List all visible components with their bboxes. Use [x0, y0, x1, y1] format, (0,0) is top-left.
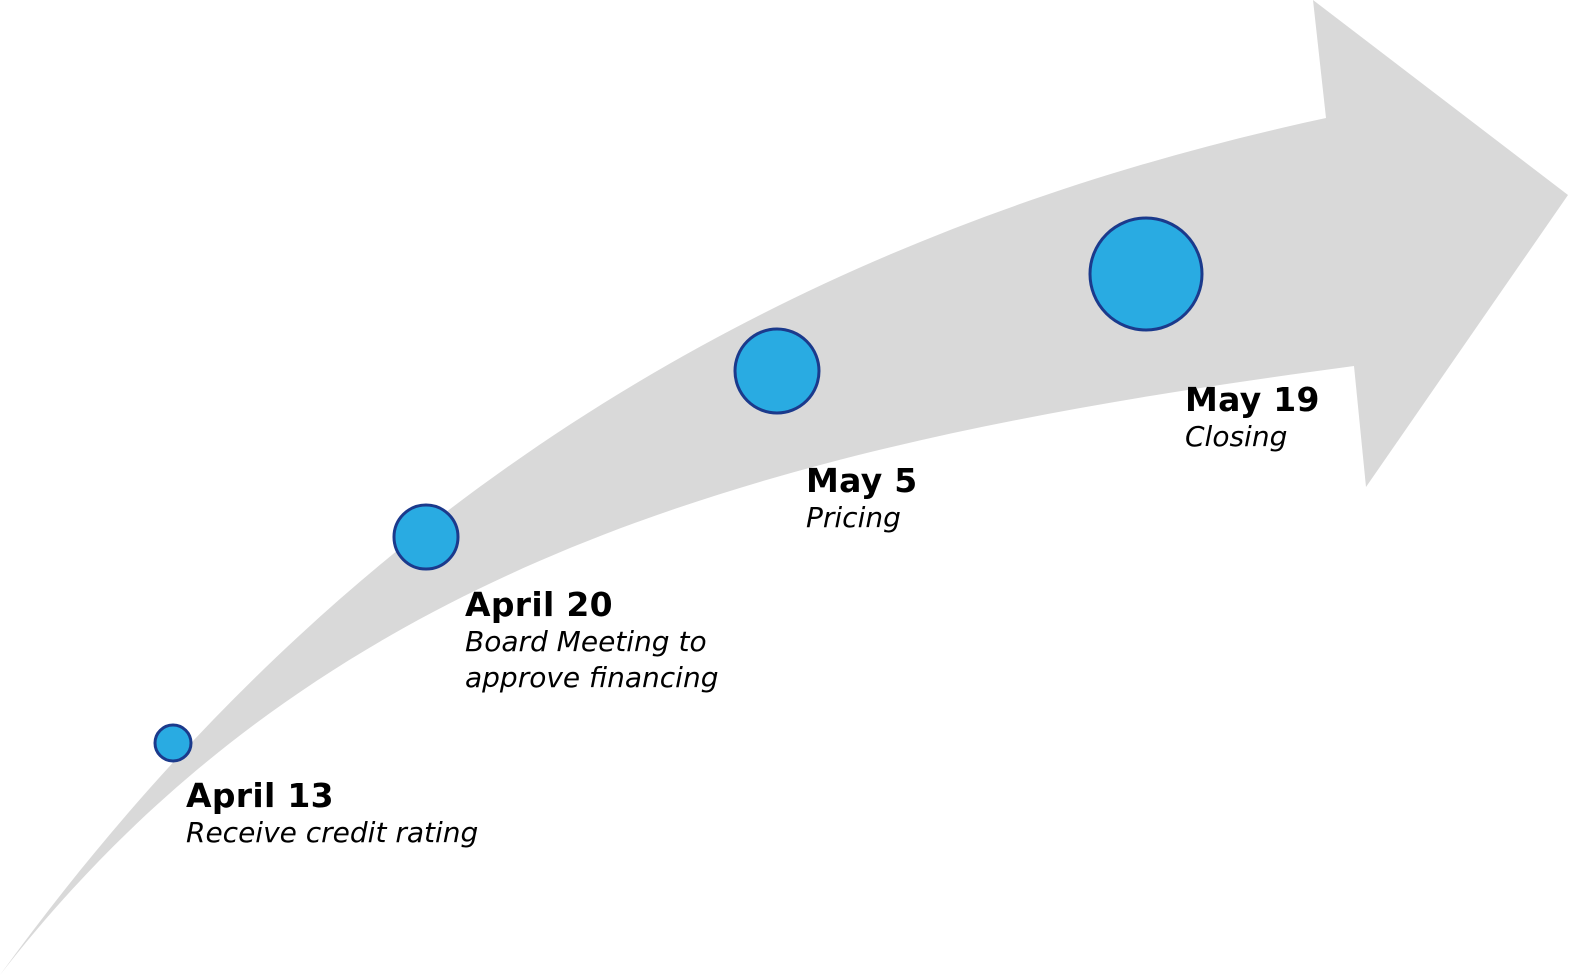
milestone-description: Receive credit rating	[186, 816, 479, 849]
milestone-date: May 19	[1185, 380, 1320, 419]
milestone-description: Pricing	[806, 501, 901, 534]
milestone-april-13: April 13 Receive credit rating	[186, 777, 478, 851]
milestone-marker-may-19	[1088, 216, 1204, 332]
milestone-marker-may-5	[733, 327, 821, 415]
milestone-may-19: May 19 Closing	[1185, 381, 1320, 455]
milestone-date: April 13	[186, 776, 334, 815]
milestone-date: April 20	[465, 585, 613, 624]
milestone-description: Closing	[1185, 420, 1288, 453]
milestone-date: May 5	[806, 461, 918, 500]
milestone-april-20: April 20 Board Meeting to approve financ…	[465, 586, 718, 696]
milestone-may-5: May 5 Pricing	[806, 462, 918, 536]
milestone-marker-april-20	[392, 503, 460, 571]
milestone-description: Board Meeting to approve financing	[465, 625, 719, 694]
milestone-marker-april-13	[153, 723, 193, 763]
